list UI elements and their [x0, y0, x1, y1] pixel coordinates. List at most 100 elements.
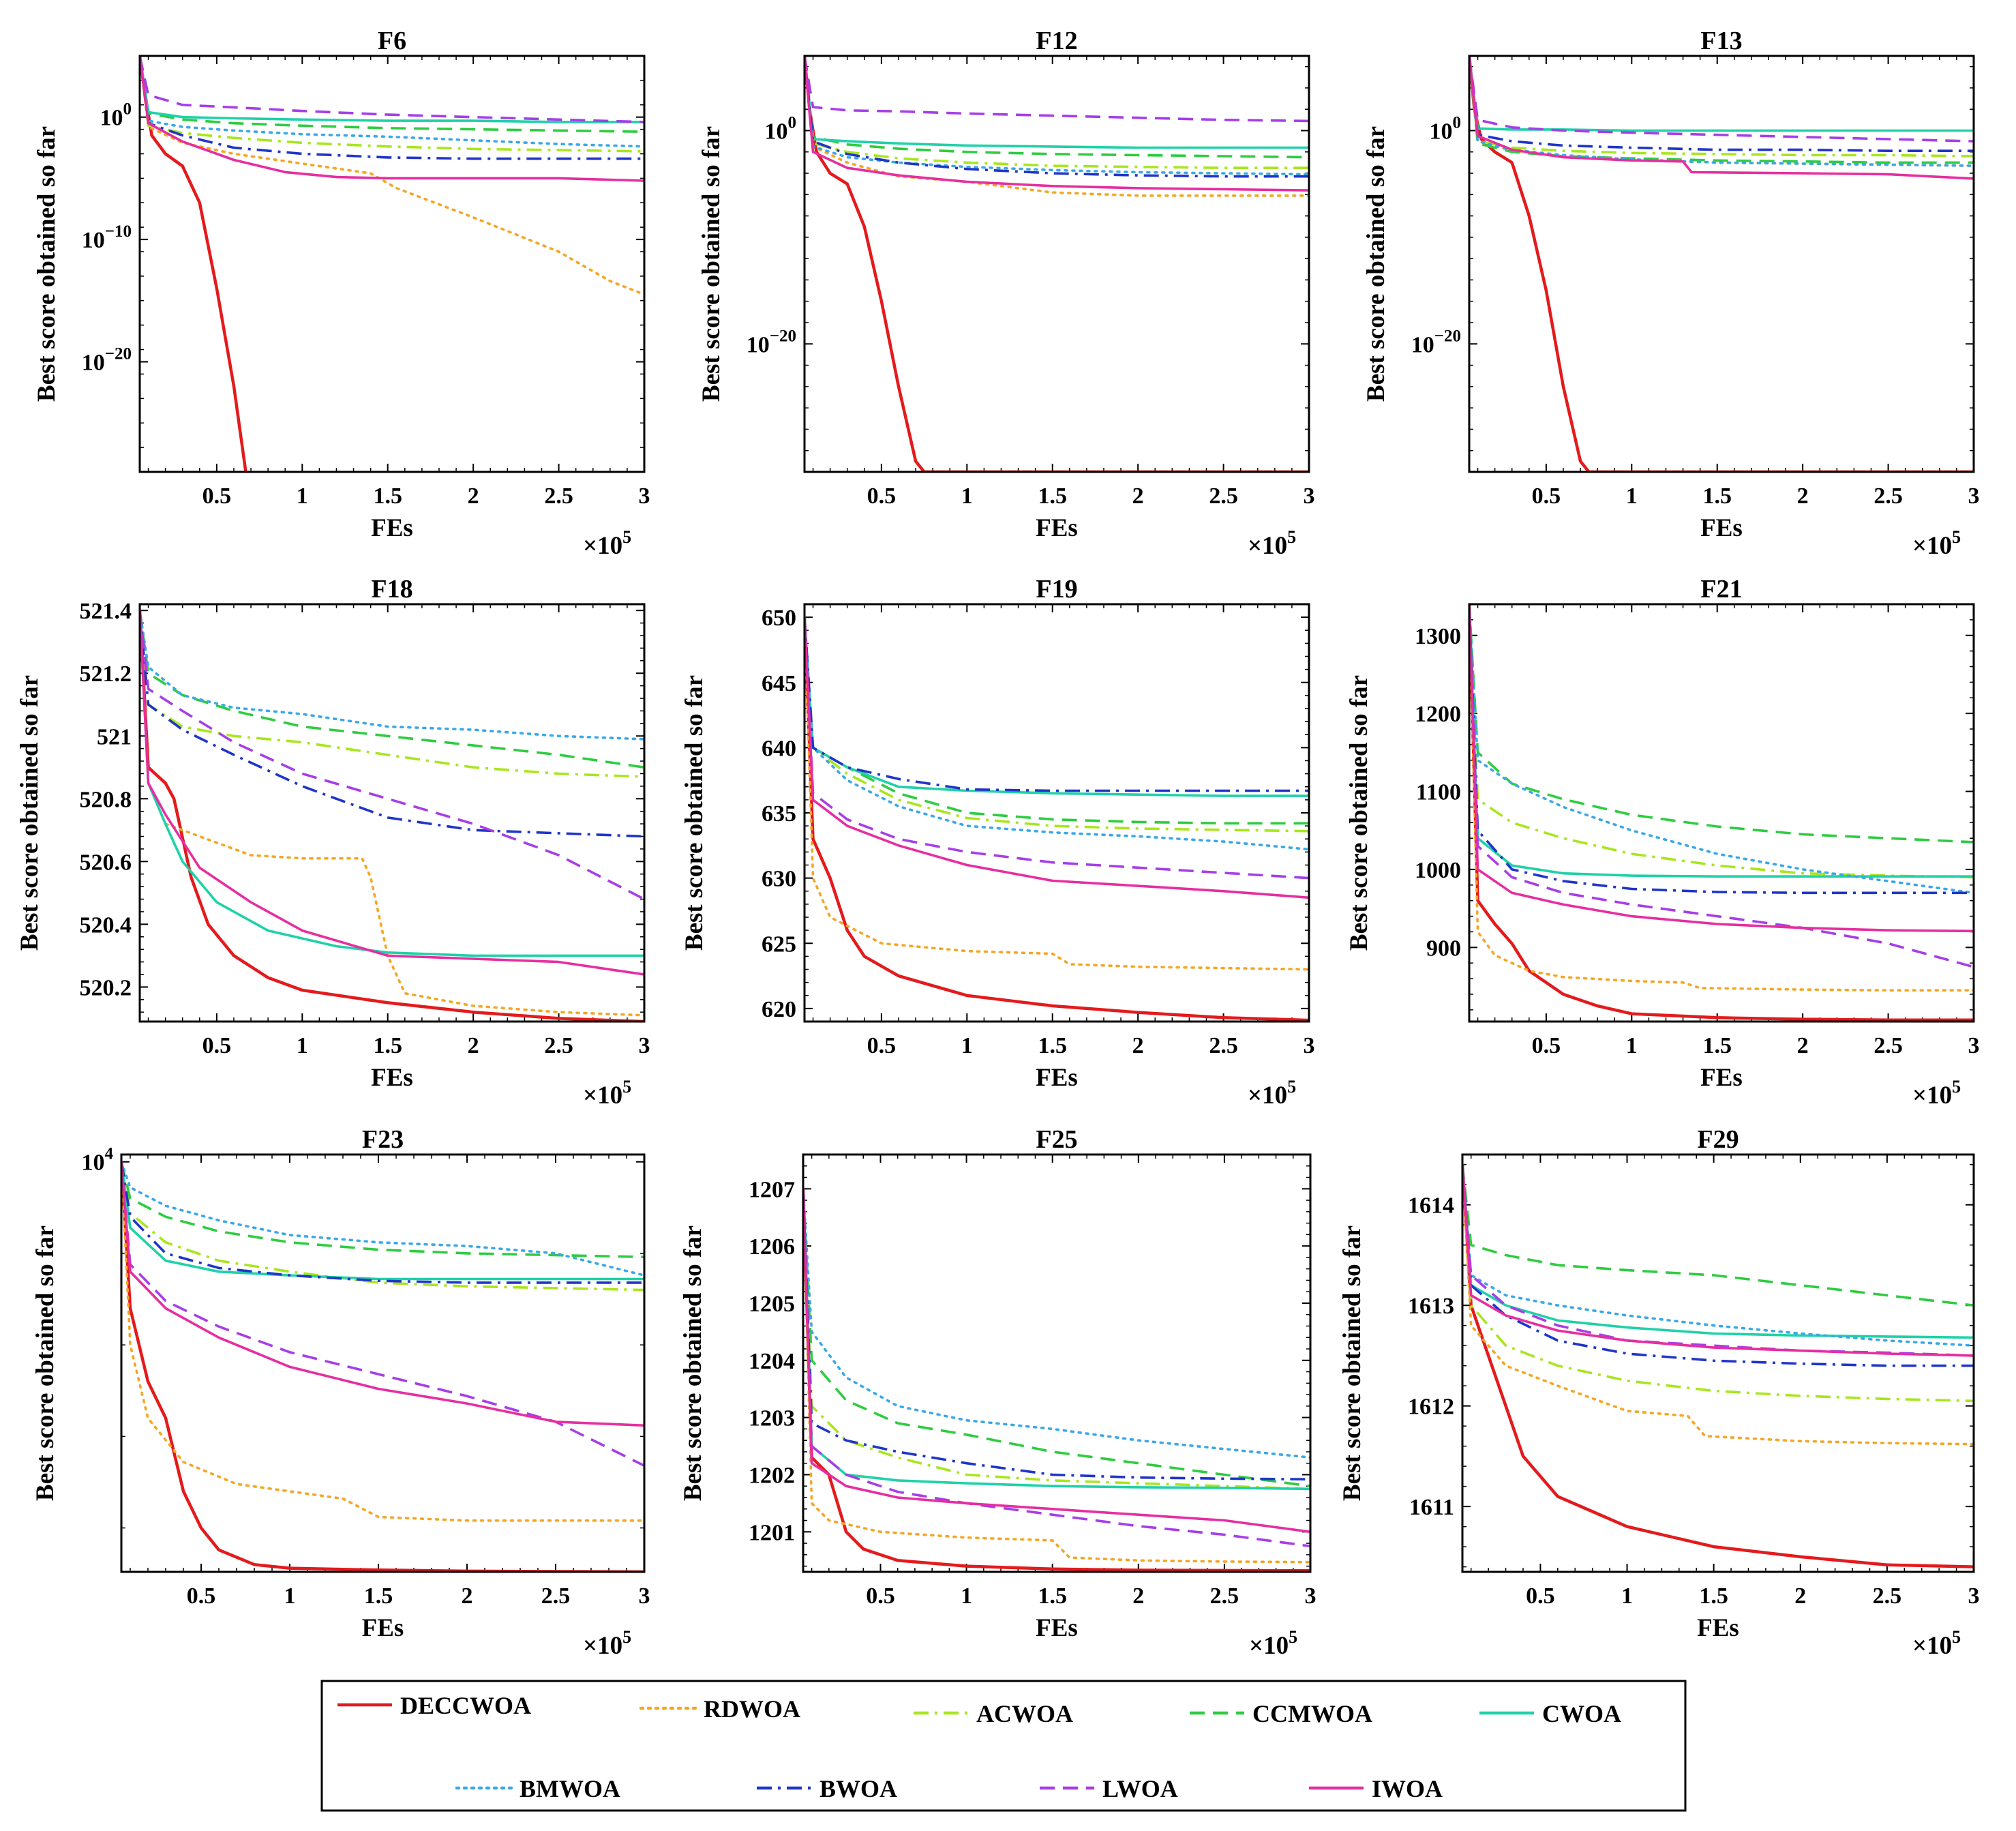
series-line-rdwoa	[121, 1160, 644, 1522]
x-tick-label: 3	[639, 1583, 650, 1609]
legend-entry-cwoa: CWOA	[1479, 1700, 1621, 1727]
panel-f18: 0.5 1 1.5 2 2.5 3 520.2 520.4 520.6 520.8 521 521.2…	[16, 575, 650, 1110]
series-line-rdwoa	[1469, 604, 1974, 992]
x-tick-label: 2	[468, 1033, 479, 1058]
plot-frame-f21	[1468, 603, 1975, 1023]
x-tick-label: 2.5	[1874, 1033, 1903, 1058]
panel-f23: 0.5 1 1.5 2 2.5 3 104 F23 FEs ×105 Best score obta…	[31, 1125, 650, 1660]
series-group-f23	[121, 1160, 644, 1572]
legend-entry-acwoa: ACWOA	[914, 1700, 1073, 1727]
x-tick-label: 2.5	[544, 1033, 573, 1058]
series-line-bwoa	[803, 1189, 1310, 1480]
series-line-cwoa	[1462, 1164, 1974, 1339]
series-line-bmwoa	[804, 616, 1309, 851]
series-line-bwoa	[804, 56, 1309, 178]
series-line-iwoa	[121, 1161, 644, 1427]
x-tick-label: 2	[1797, 1033, 1809, 1058]
series-line-acwoa	[1462, 1164, 1974, 1403]
x-tick-label: 3	[1304, 483, 1315, 509]
x-tick-label: 1.5	[1038, 483, 1067, 509]
series-line-iwoa	[1469, 604, 1974, 933]
x-tick-label: 0.5	[1532, 1033, 1561, 1058]
x-tick-label: 1	[284, 1583, 296, 1609]
x-axis-label: FEs	[1697, 1614, 1739, 1642]
x-tick-label: 1.5	[1702, 1033, 1732, 1058]
series-line-acwoa	[804, 616, 1309, 833]
series-line-deccwoa	[140, 610, 644, 1022]
x-tick-label: 2	[468, 483, 479, 509]
y-axis-label: Best score obtained so far	[697, 126, 725, 402]
x-axis-multiplier: ×105	[1912, 1627, 1961, 1660]
x-tick-label: 3	[1968, 1033, 1980, 1058]
series-line-cwoa	[804, 56, 1309, 149]
series-line-lwoa	[804, 617, 1309, 880]
panel-title: F18	[371, 575, 412, 604]
series-line-deccwoa	[803, 1189, 1310, 1572]
plot-frame-f18	[138, 603, 646, 1023]
series-line-iwoa	[804, 56, 1309, 192]
series-line-acwoa	[1469, 604, 1974, 879]
series-line-lwoa	[140, 56, 644, 123]
y-tick-label: 10−20	[747, 327, 796, 357]
series-line-rdwoa	[804, 616, 1309, 971]
x-tick-label: 1	[961, 1033, 973, 1058]
x-axis-label: FEs	[362, 1614, 404, 1642]
x-tick-label: 1.5	[1702, 483, 1732, 509]
series-group-f29	[1462, 1163, 1974, 1568]
panel-f19: 0.5 1 1.5 2 2.5 3 620 625 630 635 640 645 650 F19 FEs ×…	[680, 575, 1315, 1110]
y-tick-label: 1203	[749, 1406, 795, 1431]
x-axis-label: FEs	[371, 1064, 413, 1092]
x-tick-label: 3	[639, 1033, 650, 1058]
series-line-acwoa	[121, 1161, 644, 1292]
panel-f13: 0.5 1 1.5 2 2.5 3 100 10−20 F13 FEs ×105 Best score…	[1362, 27, 1980, 560]
y-tick-label: 635	[762, 801, 796, 827]
y-axis-label: Best score obtained so far	[33, 126, 61, 402]
y-tick-label: 100	[1430, 113, 1462, 144]
x-tick-label: 2	[1132, 1033, 1144, 1058]
y-tick-label: 10−20	[82, 345, 132, 376]
plot-area-f18	[140, 604, 644, 1022]
y-tick-label: 521.4	[80, 599, 132, 624]
x-axis-multiplier: ×105	[1249, 1627, 1297, 1660]
series-line-rdwoa	[140, 56, 644, 296]
y-tick-label: 521.2	[80, 661, 132, 687]
plot-frame-f6	[138, 55, 646, 473]
x-tick-label: 0.5	[867, 1033, 897, 1058]
x-tick-label: 0.5	[187, 1583, 216, 1609]
series-line-bmwoa	[140, 56, 644, 148]
x-tick-label: 0.5	[202, 483, 232, 509]
legend-label: LWOA	[1102, 1775, 1178, 1802]
legend: DECCWOA RDWOA ACWOA CCMWOA CWOA BMWOA BWOA LWOA…	[320, 1680, 1687, 1812]
x-axis-label: FEs	[1036, 514, 1078, 542]
series-line-bmwoa	[121, 1160, 644, 1277]
series-line-bmwoa	[804, 56, 1309, 176]
y-tick-label: 1000	[1415, 858, 1461, 883]
legend-entry-iwoa: IWOA	[1309, 1775, 1443, 1802]
y-tick-label: 1202	[749, 1463, 795, 1488]
panel-title: F13	[1700, 27, 1742, 55]
legend-entry-bwoa: BWOA	[757, 1775, 897, 1802]
x-tick-label: 3	[1305, 1583, 1317, 1609]
y-tick-label: 620	[762, 997, 796, 1022]
x-tick-label: 2	[1132, 1583, 1144, 1609]
x-tick-label: 1.5	[373, 1033, 402, 1058]
plot-area-f13	[1469, 56, 1974, 472]
series-line-deccwoa	[1469, 604, 1974, 1022]
x-tick-label: 3	[1304, 1033, 1315, 1058]
series-line-iwoa	[140, 610, 644, 976]
series-line-bwoa	[1469, 604, 1974, 895]
x-tick-label: 1	[1626, 1033, 1638, 1058]
x-tick-label: 3	[639, 483, 650, 509]
y-axis-label: Best score obtained so far	[1338, 1225, 1366, 1501]
series-line-acwoa	[140, 610, 644, 778]
panel-f6: 0.5 1 1.5 2 2.5 3 100 10−10 10−20 F6 FEs ×105 Best s…	[33, 27, 650, 560]
series-line-rdwoa	[803, 1187, 1310, 1564]
x-axis-label: FEs	[1036, 1614, 1078, 1642]
x-axis-label: FEs	[1036, 1064, 1078, 1092]
legend-label: CCMWOA	[1252, 1700, 1372, 1727]
series-line-bmwoa	[140, 609, 644, 741]
series-line-bwoa	[121, 1161, 644, 1284]
series-line-bmwoa	[803, 1187, 1310, 1459]
y-tick-label: 100	[100, 100, 132, 131]
